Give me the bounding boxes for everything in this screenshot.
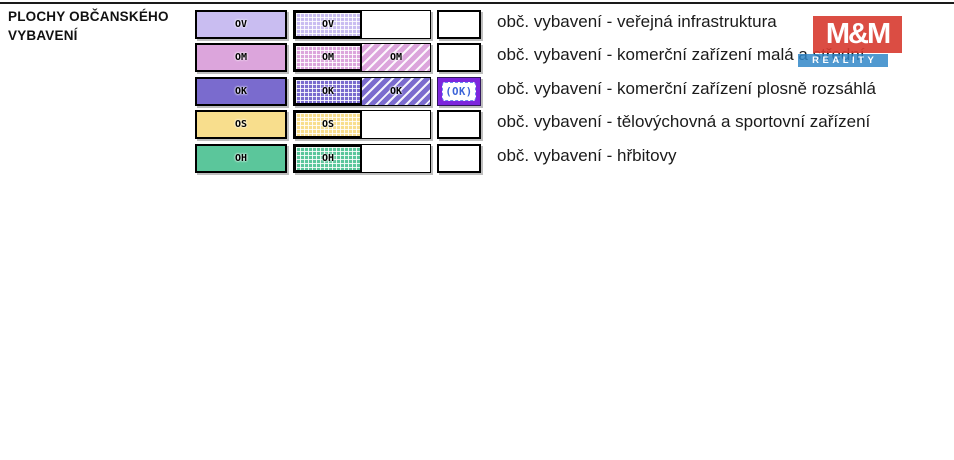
swatch-oh-empty [437, 144, 481, 173]
swatch-oh-solid: OH [195, 144, 287, 173]
swatch-ov-blank-half [362, 11, 430, 38]
swatch-ov-solid: OV [195, 10, 287, 39]
swatch-os-solid: OS [195, 110, 287, 139]
swatch-oh-blank-half [362, 145, 430, 172]
zone-code: OK [321, 86, 335, 97]
swatch-os-blank-half [362, 111, 430, 138]
swatch-ok-grid-half: OK [294, 78, 362, 105]
swatch-ov-empty [437, 10, 481, 39]
zone-code: OK [389, 86, 403, 97]
swatch-om-grid-half: OM [294, 44, 362, 71]
section-title-line2: VYBAVENÍ [8, 28, 78, 43]
mm-reality-logo-mark: M&M [813, 16, 902, 53]
swatch-os-split: OS [293, 110, 431, 139]
zone-code: OS [321, 119, 335, 130]
legend-row-oh: OH OH obč. vybavení - hřbitovy [0, 144, 954, 173]
swatch-os-grid-half: OS [294, 111, 362, 138]
section-title-line1: PLOCHY OBČANSKÉHO [8, 9, 169, 24]
swatch-oh-grid-half: OH [294, 145, 362, 172]
legend-label: obč. vybavení - komerční zařízení malá a… [497, 45, 865, 64]
zone-code: OV [234, 19, 248, 30]
zone-code: OM [321, 52, 335, 63]
swatch-ov-grid-half: OV [294, 11, 362, 38]
legend-label: obč. vybavení - hřbitovy [497, 146, 677, 165]
legend-row-om: OM OM OM obč. vybavení - komerční zaříze… [0, 43, 954, 72]
zone-code: OH [234, 153, 248, 164]
legend-label: obč. vybavení - komerční zařízení plosně… [497, 79, 876, 98]
swatch-ok-solid: OK [195, 77, 287, 106]
zone-code: OM [389, 52, 403, 63]
legend-label: obč. vybavení - tělovýchovná a sportovní… [497, 112, 871, 131]
swatch-ov-split: OV [293, 10, 431, 39]
zone-code: OS [234, 119, 248, 130]
zone-code: OM [234, 52, 248, 63]
swatch-ok-outlined: (OK) [437, 77, 481, 106]
zone-code-parenthesized: (OK) [442, 82, 476, 101]
section-title: PLOCHY OBČANSKÉHO VYBAVENÍ [8, 7, 193, 45]
top-divider [0, 2, 954, 4]
swatch-ok-split: OK OK [293, 77, 431, 106]
legend-row-ok: OK OK OK (OK) obč. vybavení - komerční z… [0, 77, 954, 106]
swatch-om-split: OM OM [293, 43, 431, 72]
zone-code: OH [321, 153, 335, 164]
zone-code: OV [321, 19, 335, 30]
zone-code: OK [234, 86, 248, 97]
swatch-oh-split: OH [293, 144, 431, 173]
legend-row-os: OS OS obč. vybavení - tělovýchovná a spo… [0, 110, 954, 139]
swatch-om-empty [437, 43, 481, 72]
legend-label: obč. vybavení - veřejná infrastruktura [497, 12, 777, 31]
swatch-om-stripes-half: OM [362, 44, 430, 71]
mm-reality-logo-wordmark: REALITY [798, 54, 888, 67]
swatch-ok-stripes-half: OK [362, 78, 430, 105]
swatch-os-empty [437, 110, 481, 139]
legend-row-ov: OV OV obč. vybavení - veřejná infrastruk… [0, 10, 954, 39]
swatch-om-solid: OM [195, 43, 287, 72]
